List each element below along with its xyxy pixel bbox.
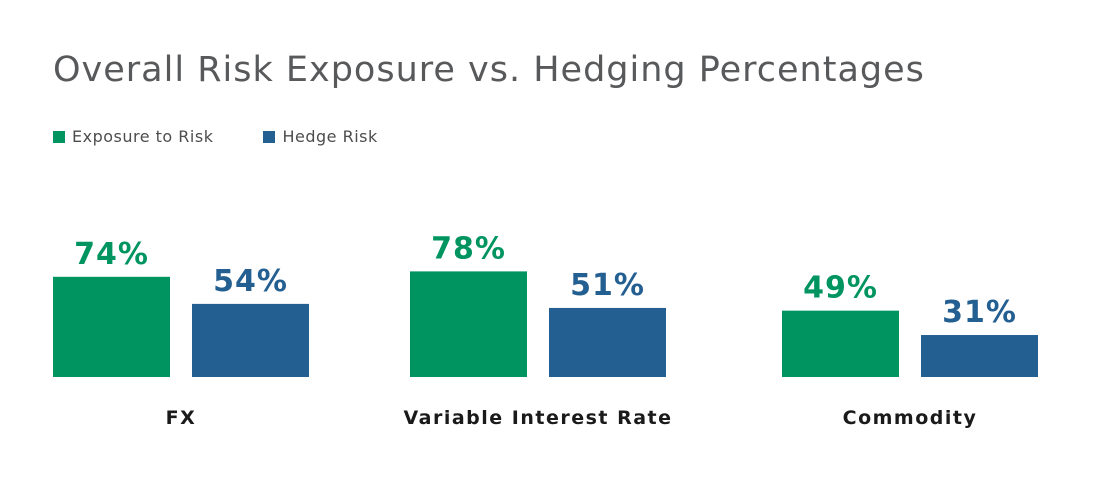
bar-exposure-to-risk-variable-interest-rate: [410, 271, 527, 377]
bar-hedge-risk-variable-interest-rate: [549, 307, 666, 377]
legend-swatch-exposure: [53, 130, 65, 143]
legend: Exposure to Risk Hedge Risk: [53, 127, 428, 146]
bar-exposure-to-risk-commodity: [782, 310, 899, 377]
legend-item-hedge: Hedge Risk: [263, 127, 377, 146]
category-label-commodity: Commodity: [843, 407, 978, 429]
bar-hedge-risk-fx: [192, 303, 309, 377]
legend-label-hedge: Hedge Risk: [282, 127, 378, 146]
data-label-hedge-risk-commodity: 31%: [942, 295, 1017, 330]
data-label-exposure-to-risk-commodity: 49%: [803, 271, 878, 306]
data-label-hedge-risk-variable-interest-rate: 51%: [570, 268, 645, 303]
data-label-exposure-to-risk-fx: 74%: [74, 237, 149, 272]
legend-item-exposure: Exposure to Risk: [53, 127, 213, 146]
category-label-fx: FX: [166, 407, 197, 429]
category-label-variable-interest-rate: Variable Interest Rate: [403, 407, 672, 429]
data-label-exposure-to-risk-variable-interest-rate: 78%: [431, 231, 506, 266]
chart-title: Overall Risk Exposure vs. Hedging Percen…: [53, 50, 925, 90]
bar-hedge-risk-commodity: [921, 335, 1038, 377]
bar-exposure-to-risk-fx: [53, 276, 170, 377]
data-label-hedge-risk-fx: 54%: [213, 264, 288, 299]
legend-swatch-hedge: [263, 130, 276, 143]
legend-label-exposure: Exposure to Risk: [72, 127, 214, 146]
